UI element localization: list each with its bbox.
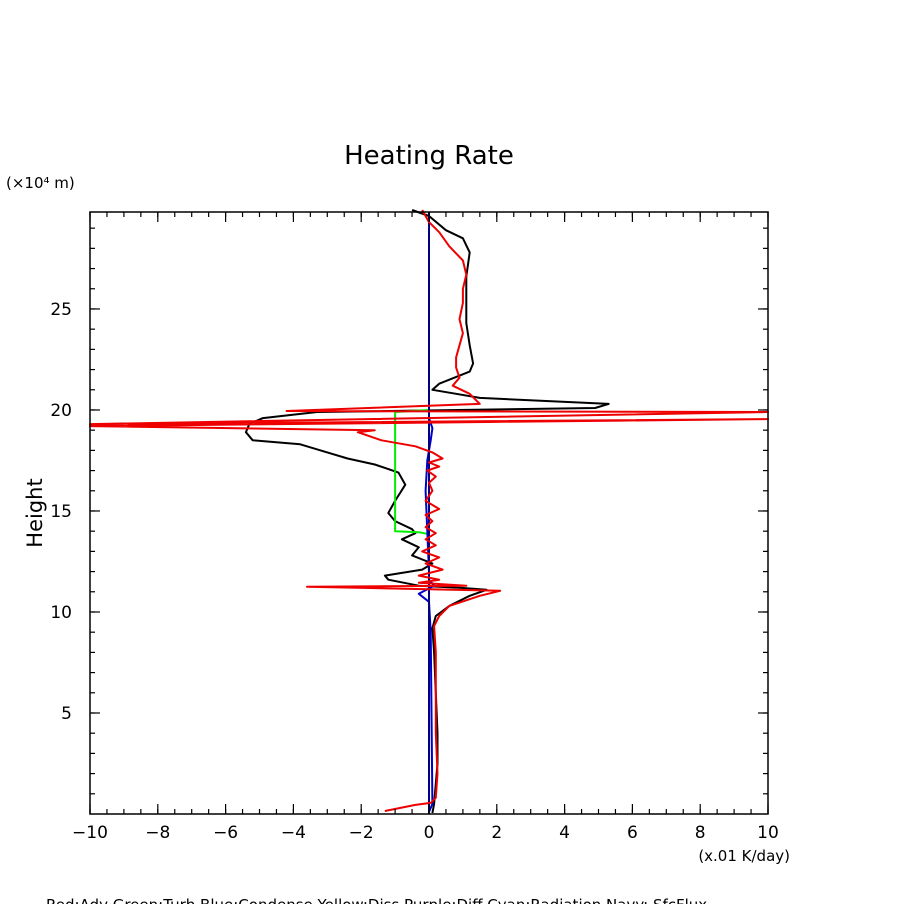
y-tick-label: 5	[61, 704, 72, 724]
x-tick-label: −4	[281, 823, 306, 843]
x-tick-label: −2	[349, 823, 374, 843]
series-line-5	[89, 209, 769, 812]
y-tick-label: 20	[50, 401, 72, 421]
series-line-2	[394, 409, 430, 536]
x-tick-label: 0	[424, 823, 435, 843]
y-axis-unit: (×10⁴ m)	[6, 174, 75, 192]
x-tick-label: 4	[559, 823, 570, 843]
y-tick-label: 10	[50, 603, 72, 623]
series-layer	[89, 209, 769, 814]
ticks-layer: −10 −8 −6 −4 −2 0 2 4 6 8 10 5 10 15 20 25	[50, 212, 779, 843]
x-axis-label: (x.01 K/day)	[698, 847, 790, 865]
chart-title: Heating Rate	[344, 141, 514, 171]
y-axis-label: Height	[23, 478, 47, 547]
x-tick-label: 10	[757, 823, 779, 843]
y-tick-label: 15	[50, 502, 72, 522]
x-tick-label: 8	[695, 823, 706, 843]
y-tick-label: 25	[50, 300, 72, 320]
legend-text: Red:Adv Green:Turb Blue:Condense Yellow:…	[46, 896, 707, 904]
x-tick-label: −8	[145, 823, 170, 843]
x-tick-label: −10	[72, 823, 108, 843]
plot-frame	[89, 211, 769, 815]
x-tick-label: −6	[213, 823, 238, 843]
x-tick-label: 2	[491, 823, 502, 843]
x-tick-label: 6	[627, 823, 638, 843]
